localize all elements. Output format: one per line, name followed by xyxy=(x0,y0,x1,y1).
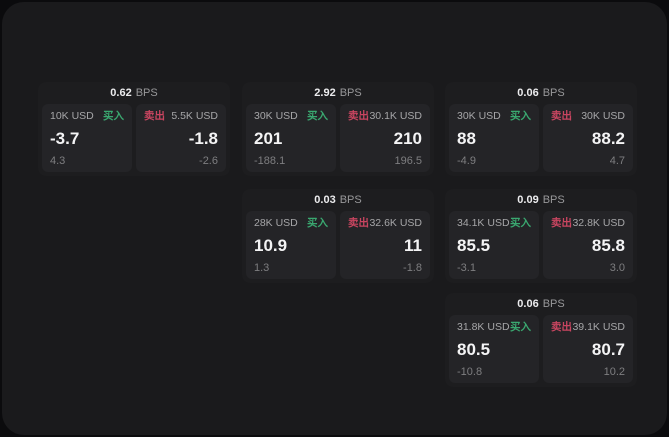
sell-change: 3.0 xyxy=(609,262,625,274)
sell-price: 11 xyxy=(404,235,422,255)
buy-price: -3.7 xyxy=(50,128,80,148)
bps-value: 0.06 xyxy=(517,87,539,99)
sell-price: 210 xyxy=(393,128,422,148)
buy-side-label: 买入 xyxy=(307,110,328,122)
buy-amount: 10K USD xyxy=(50,110,94,122)
buy-change: -10.8 xyxy=(457,366,483,378)
buy-amount: 30K USD xyxy=(254,110,298,122)
quote-card: 0.09 BPS 34.1K USD 买入 85.5 -3.1 卖出 32.8K… xyxy=(445,189,637,283)
buy-side-label: 买入 xyxy=(103,110,124,122)
sell-change: 196.5 xyxy=(394,155,422,167)
buy-side-label: 买入 xyxy=(510,321,531,333)
sell-side-label: 卖出 xyxy=(551,321,572,333)
buy-amount: 30K USD xyxy=(457,110,501,122)
buy-price: 201 xyxy=(254,128,283,148)
buy-change: -3.1 xyxy=(457,262,476,274)
sell-side-label: 卖出 xyxy=(348,217,369,229)
sell-amount: 39.1K USD xyxy=(572,321,625,333)
card-header: 2.92 BPS xyxy=(242,82,434,104)
sell-panel[interactable]: 卖出 32.8K USD 85.8 3.0 xyxy=(543,211,633,279)
bps-value: 0.06 xyxy=(517,298,539,310)
quote-panels: 10K USD 买入 -3.7 4.3 卖出 5.5K USD -1.8 -2.… xyxy=(38,104,230,176)
sell-side-label: 卖出 xyxy=(348,110,369,122)
quote-card: 0.06 BPS 30K USD 买入 88 -4.9 卖出 30K USD 8… xyxy=(445,82,637,176)
card-header: 0.03 BPS xyxy=(242,189,434,211)
sell-panel[interactable]: 卖出 39.1K USD 80.7 10.2 xyxy=(543,315,633,383)
card-header: 0.09 BPS xyxy=(445,189,637,211)
sell-panel[interactable]: 卖出 30K USD 88.2 4.7 xyxy=(543,104,633,172)
quote-card: 0.03 BPS 28K USD 买入 10.9 1.3 卖出 32.6K US… xyxy=(242,189,434,283)
quote-panels: 30K USD 买入 88 -4.9 卖出 30K USD 88.2 4.7 xyxy=(445,104,637,176)
sell-price: 85.8 xyxy=(591,235,625,255)
bps-unit-label: BPS xyxy=(135,87,158,99)
sell-side-label: 卖出 xyxy=(551,217,572,229)
sell-price: -1.8 xyxy=(188,128,218,148)
sell-price: 88.2 xyxy=(591,128,625,148)
buy-change: -4.9 xyxy=(457,155,476,167)
sell-amount: 30.1K USD xyxy=(369,110,422,122)
sell-change: 10.2 xyxy=(603,366,625,378)
sell-price: 80.7 xyxy=(591,339,625,359)
quote-panels: 34.1K USD 买入 85.5 -3.1 卖出 32.8K USD 85.8… xyxy=(445,211,637,283)
sell-side-label: 卖出 xyxy=(144,110,165,122)
buy-change: -188.1 xyxy=(254,155,286,167)
sell-change: 4.7 xyxy=(609,155,625,167)
buy-change: 1.3 xyxy=(254,262,270,274)
buy-amount: 34.1K USD xyxy=(457,217,510,229)
buy-amount: 31.8K USD xyxy=(457,321,510,333)
sell-change: -2.6 xyxy=(199,155,218,167)
buy-price: 85.5 xyxy=(457,235,491,255)
bps-unit-label: BPS xyxy=(542,87,565,99)
bps-unit-label: BPS xyxy=(542,194,565,206)
buy-amount: 28K USD xyxy=(254,217,298,229)
buy-panel[interactable]: 30K USD 买入 88 -4.9 xyxy=(449,104,539,172)
sell-amount: 5.5K USD xyxy=(171,110,218,122)
quote-panels: 30K USD 买入 201 -188.1 卖出 30.1K USD 210 1… xyxy=(242,104,434,176)
bps-unit-label: BPS xyxy=(542,298,565,310)
quote-panels: 31.8K USD 买入 80.5 -10.8 卖出 39.1K USD 80.… xyxy=(445,315,637,387)
buy-panel[interactable]: 10K USD 买入 -3.7 4.3 xyxy=(42,104,132,172)
bps-unit-label: BPS xyxy=(339,194,362,206)
sell-side-label: 卖出 xyxy=(551,110,572,122)
card-header: 0.62 BPS xyxy=(38,82,230,104)
sell-panel[interactable]: 卖出 30.1K USD 210 196.5 xyxy=(340,104,430,172)
sell-panel[interactable]: 卖出 5.5K USD -1.8 -2.6 xyxy=(136,104,226,172)
bps-unit-label: BPS xyxy=(339,87,362,99)
bps-value: 0.62 xyxy=(110,87,132,99)
sell-panel[interactable]: 卖出 32.6K USD 11 -1.8 xyxy=(340,211,430,279)
buy-price: 80.5 xyxy=(457,339,491,359)
card-header: 0.06 BPS xyxy=(445,293,637,315)
card-header: 0.06 BPS xyxy=(445,82,637,104)
bps-value: 2.92 xyxy=(314,87,336,99)
quote-card: 2.92 BPS 30K USD 买入 201 -188.1 卖出 30.1K … xyxy=(242,82,434,176)
buy-side-label: 买入 xyxy=(510,217,531,229)
bps-value: 0.09 xyxy=(517,194,539,206)
buy-panel[interactable]: 28K USD 买入 10.9 1.3 xyxy=(246,211,336,279)
buy-price: 88 xyxy=(457,128,476,148)
buy-price: 10.9 xyxy=(254,235,288,255)
quote-card: 0.06 BPS 31.8K USD 买入 80.5 -10.8 卖出 39.1… xyxy=(445,293,637,387)
sell-amount: 32.6K USD xyxy=(369,217,422,229)
buy-panel[interactable]: 34.1K USD 买入 85.5 -3.1 xyxy=(449,211,539,279)
buy-side-label: 买入 xyxy=(307,217,328,229)
buy-change: 4.3 xyxy=(50,155,66,167)
sell-amount: 32.8K USD xyxy=(572,217,625,229)
buy-panel[interactable]: 30K USD 买入 201 -188.1 xyxy=(246,104,336,172)
quote-panels: 28K USD 买入 10.9 1.3 卖出 32.6K USD 11 -1.8 xyxy=(242,211,434,283)
bps-value: 0.03 xyxy=(314,194,336,206)
buy-panel[interactable]: 31.8K USD 买入 80.5 -10.8 xyxy=(449,315,539,383)
sell-change: -1.8 xyxy=(403,262,422,274)
buy-side-label: 买入 xyxy=(510,110,531,122)
quote-card: 0.62 BPS 10K USD 买入 -3.7 4.3 卖出 5.5K USD… xyxy=(38,82,230,176)
sell-amount: 30K USD xyxy=(581,110,625,122)
